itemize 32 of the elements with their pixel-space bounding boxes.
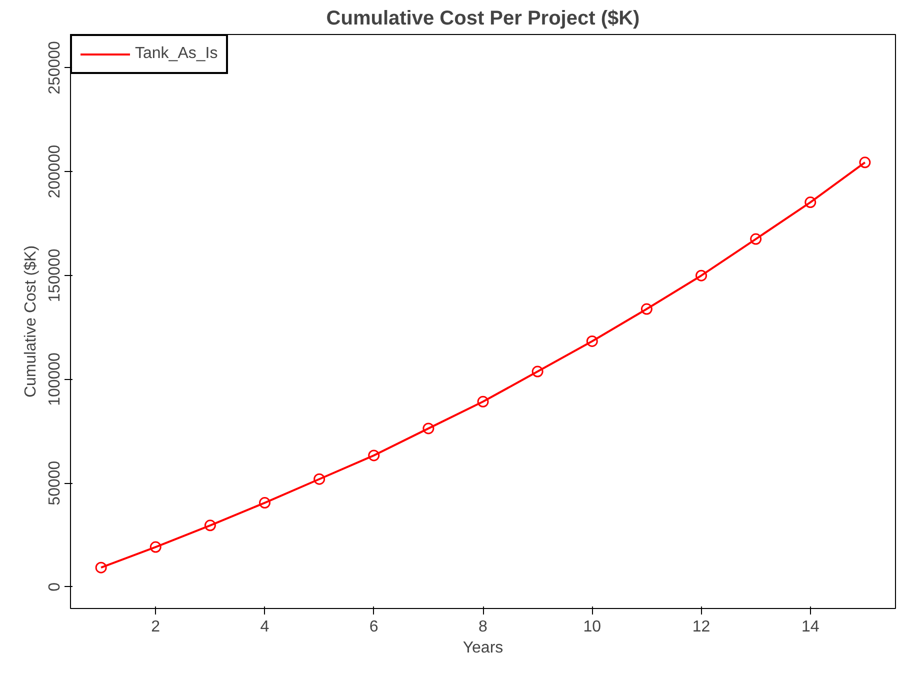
point	[532, 366, 544, 378]
y-axis-title: Cumulative Cost ($K)	[22, 245, 40, 398]
point	[150, 541, 162, 553]
point	[477, 396, 489, 408]
x-tick-label: 4	[260, 618, 270, 636]
y-tick-label: 50000	[46, 460, 64, 506]
point	[640, 303, 652, 315]
point	[422, 422, 434, 434]
x-tick-label: 12	[692, 618, 710, 636]
point	[368, 450, 380, 462]
point	[586, 335, 598, 347]
point	[314, 473, 326, 485]
y-tick-label: 0	[46, 582, 64, 592]
chart-title: Cumulative Cost Per Project ($K)	[326, 8, 640, 30]
point	[696, 270, 708, 282]
x-tick-label: 6	[369, 618, 378, 636]
legend-label: Tank_As_Is	[135, 45, 218, 63]
point	[258, 497, 270, 509]
x-tick-label: 2	[151, 618, 160, 636]
y-tick-label: 200000	[46, 144, 64, 198]
y-tick-label: 150000	[46, 248, 64, 302]
y-tick-label: 250000	[46, 40, 64, 94]
point	[804, 196, 816, 208]
x-tick-label: 8	[478, 618, 488, 636]
y-tick-label: 100000	[46, 352, 64, 406]
x-tick-label: 10	[583, 618, 602, 636]
point	[859, 156, 871, 168]
point	[95, 562, 107, 574]
point	[750, 233, 762, 245]
x-axis-title: Years	[462, 640, 504, 656]
x-tick-label: 14	[801, 618, 820, 636]
point	[204, 520, 216, 532]
